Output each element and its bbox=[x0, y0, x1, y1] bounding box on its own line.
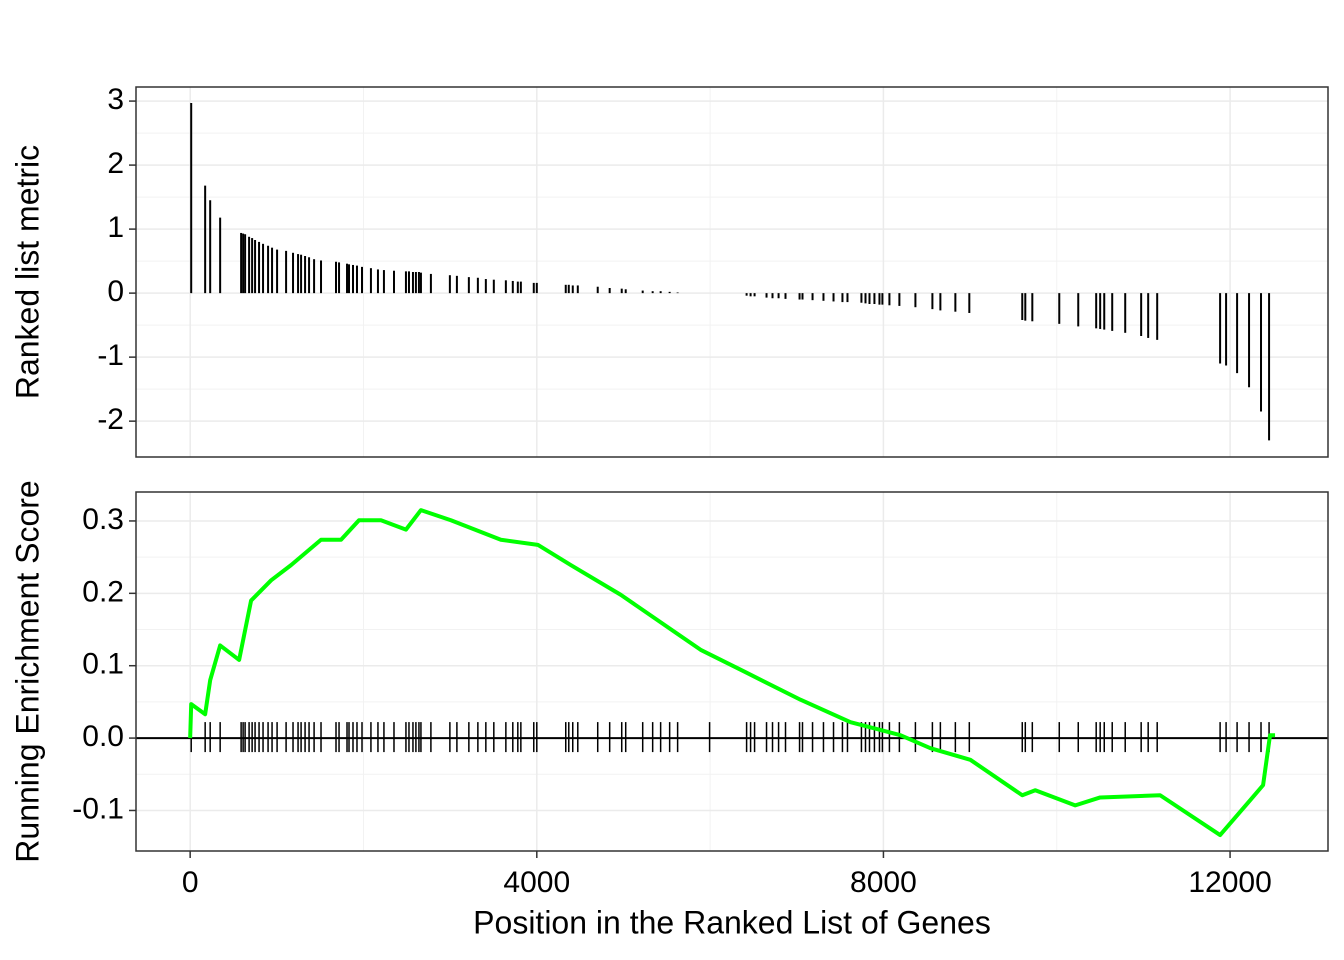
x-tick-label: 8000 bbox=[850, 866, 917, 899]
y-tick-label: 0.3 bbox=[82, 503, 124, 536]
panel-border bbox=[135, 86, 1329, 458]
x-tick-label: 0 bbox=[182, 866, 199, 899]
y-tick-label: 0 bbox=[107, 275, 124, 308]
y-tick-label: 3 bbox=[107, 83, 124, 116]
x-tick-label: 4000 bbox=[503, 866, 570, 899]
enrichment-line bbox=[188, 508, 1276, 838]
x-axis-title: Position in the Ranked List of Genes bbox=[473, 904, 991, 940]
y-tick-label: -1 bbox=[97, 339, 124, 372]
y-tick-label: -2 bbox=[97, 403, 124, 436]
y-axis-title: Ranked list metric bbox=[9, 145, 45, 399]
y-axis-title: Running Enrichment Score bbox=[9, 480, 45, 862]
panel-border bbox=[135, 491, 1329, 852]
panel-background bbox=[136, 87, 1328, 457]
y-tick-label: 0.2 bbox=[82, 575, 124, 608]
panel-background bbox=[136, 492, 1328, 851]
y-tick-label: 1 bbox=[107, 211, 124, 244]
x-tick-label: 12000 bbox=[1188, 866, 1271, 899]
y-tick-label: -0.1 bbox=[72, 792, 124, 825]
y-tick-label: 2 bbox=[107, 147, 124, 180]
y-tick-label: 0.0 bbox=[82, 720, 124, 753]
y-tick-label: 0.1 bbox=[82, 648, 124, 681]
